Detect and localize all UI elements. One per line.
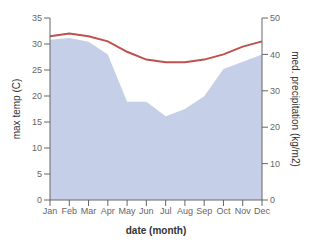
svg-text:Mar: Mar — [81, 206, 97, 216]
svg-text:0: 0 — [270, 195, 275, 205]
svg-text:30: 30 — [270, 86, 280, 96]
svg-text:Jan: Jan — [43, 206, 58, 216]
svg-text:med. precipitation (kg/m2): med. precipitation (kg/m2) — [290, 51, 301, 167]
svg-text:10: 10 — [270, 159, 280, 169]
svg-text:50: 50 — [270, 13, 280, 23]
svg-text:Nov: Nov — [235, 206, 252, 216]
svg-text:Dec: Dec — [254, 206, 271, 216]
svg-text:40: 40 — [270, 50, 280, 60]
svg-text:Aug: Aug — [177, 206, 193, 216]
svg-text:25: 25 — [32, 65, 42, 75]
svg-text:35: 35 — [32, 13, 42, 23]
svg-text:Sep: Sep — [196, 206, 212, 216]
svg-text:5: 5 — [37, 169, 42, 179]
svg-text:20: 20 — [270, 122, 280, 132]
svg-text:May: May — [119, 206, 137, 216]
svg-text:max temp (C): max temp (C) — [11, 79, 22, 140]
svg-text:date (month): date (month) — [126, 225, 187, 236]
svg-text:Oct: Oct — [216, 206, 231, 216]
svg-text:Jun: Jun — [139, 206, 154, 216]
svg-text:10: 10 — [32, 143, 42, 153]
svg-text:30: 30 — [32, 39, 42, 49]
svg-text:20: 20 — [32, 91, 42, 101]
svg-text:0: 0 — [37, 195, 42, 205]
svg-text:15: 15 — [32, 117, 42, 127]
svg-text:Jul: Jul — [160, 206, 172, 216]
svg-text:Feb: Feb — [62, 206, 78, 216]
svg-text:Apr: Apr — [101, 206, 115, 216]
